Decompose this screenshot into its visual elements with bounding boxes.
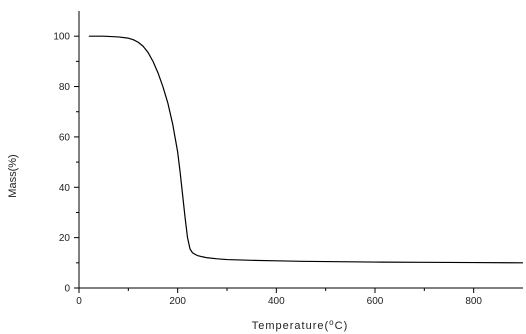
x-axis-unit-degree: o (329, 318, 334, 327)
x-tick-label: 400 (268, 296, 285, 307)
y-tick-label: 40 (59, 183, 71, 194)
y-tick-label: 80 (59, 82, 71, 93)
x-axis-unit: C (335, 320, 344, 332)
plot-area (88, 35, 524, 264)
ticks: 0 200 400 600 800 0 20 40 60 80 100 (53, 32, 482, 307)
x-tick-label: 600 (367, 296, 384, 307)
y-tick-label: 60 (59, 132, 71, 143)
x-axis-label: Temperature(oC) (252, 318, 349, 333)
x-axis-label-text: Temperature (252, 320, 325, 332)
y-tick-label: 0 (64, 284, 70, 295)
axes (78, 11, 523, 289)
y-axis-label: Mass(%) (7, 154, 19, 197)
series-line-1 (88, 35, 524, 264)
y-tick-label: 20 (59, 233, 71, 244)
y-tick-label: 100 (53, 32, 70, 43)
x-tick-label: 800 (465, 296, 482, 307)
x-tick-label: 0 (76, 296, 82, 307)
x-tick-label: 200 (169, 296, 186, 307)
